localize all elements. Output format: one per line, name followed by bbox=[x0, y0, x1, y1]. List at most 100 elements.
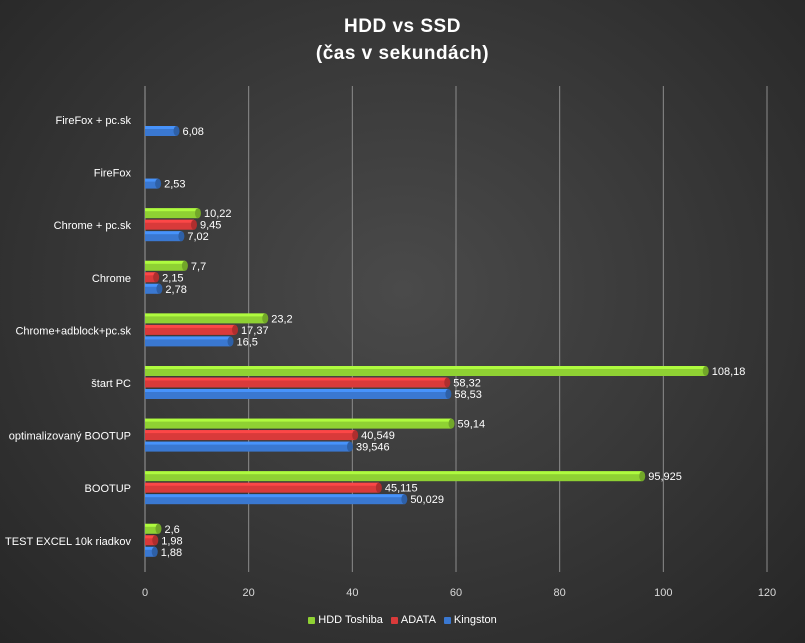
bar bbox=[145, 324, 236, 335]
bar-cap bbox=[151, 546, 158, 557]
bar bbox=[145, 535, 156, 546]
legend-label: ADATA bbox=[400, 614, 436, 626]
bar bbox=[145, 178, 159, 189]
bar-highlight bbox=[145, 535, 156, 539]
category-label: TEST EXCEL 10k riadkov bbox=[5, 536, 131, 548]
bar-highlight bbox=[145, 366, 706, 369]
data-label: 1,88 bbox=[161, 547, 182, 559]
bar bbox=[145, 219, 194, 230]
category-label: optimalizovaný BOOTUP bbox=[9, 431, 131, 443]
bar-highlight bbox=[145, 441, 350, 445]
bar bbox=[145, 260, 185, 271]
bar-highlight bbox=[145, 208, 198, 212]
x-tick-label: 120 bbox=[758, 587, 776, 599]
bar bbox=[145, 418, 452, 429]
bar-cap bbox=[155, 178, 162, 189]
bar-highlight bbox=[145, 546, 155, 550]
category-label: Chrome+adblock+pc.sk bbox=[15, 325, 131, 337]
x-tick-label: 80 bbox=[554, 587, 566, 599]
bar-highlight bbox=[145, 418, 452, 422]
bar-highlight bbox=[145, 260, 185, 264]
data-label: 58,32 bbox=[453, 378, 481, 390]
bar-highlight bbox=[145, 219, 194, 223]
data-label: 39,546 bbox=[356, 442, 390, 454]
x-tick-label: 20 bbox=[243, 587, 255, 599]
bar bbox=[145, 523, 159, 534]
bar-cap bbox=[375, 482, 382, 493]
bar-cap bbox=[152, 535, 159, 546]
bar-cap bbox=[178, 231, 185, 242]
bar-highlight bbox=[145, 336, 231, 340]
bar-highlight bbox=[145, 231, 182, 235]
bar-cap bbox=[227, 336, 234, 347]
category-label: štart PC bbox=[91, 378, 131, 390]
chart-title: HDD vs SSD bbox=[344, 16, 461, 37]
bar bbox=[145, 377, 448, 388]
x-tick-label: 60 bbox=[450, 587, 462, 599]
bar bbox=[145, 471, 643, 482]
bar bbox=[145, 126, 177, 136]
data-label: 10,22 bbox=[204, 208, 232, 220]
data-label: 50,029 bbox=[410, 494, 444, 506]
bar-highlight bbox=[145, 324, 236, 328]
data-label: 6,08 bbox=[183, 126, 204, 138]
bar-highlight bbox=[145, 523, 159, 527]
legend-item: Kingston bbox=[443, 614, 497, 626]
bar bbox=[145, 272, 157, 283]
bar-cap bbox=[262, 313, 269, 324]
chart-title-block: HDD vs SSD (čas v sekundách) bbox=[0, 13, 805, 67]
bar bbox=[145, 336, 231, 347]
bar-highlight bbox=[145, 377, 448, 381]
bar bbox=[145, 366, 706, 376]
category-label: Chrome + pc.sk bbox=[54, 220, 132, 232]
bar-cap bbox=[445, 389, 452, 399]
bar-highlight bbox=[145, 430, 356, 434]
bar-cap bbox=[155, 523, 162, 534]
data-label: 17,37 bbox=[241, 325, 269, 337]
bar-cap bbox=[190, 219, 197, 230]
data-label: 58,53 bbox=[454, 389, 482, 401]
bar-cap bbox=[232, 324, 239, 335]
bar-cap bbox=[639, 471, 646, 482]
data-label: 2,53 bbox=[164, 179, 185, 191]
legend-swatch bbox=[308, 616, 316, 624]
legend-item: HDD Toshiba bbox=[308, 614, 383, 626]
bar-cap bbox=[401, 494, 408, 505]
bar-highlight bbox=[145, 471, 643, 475]
bar-highlight bbox=[145, 482, 379, 486]
bar bbox=[145, 231, 182, 242]
bar-cap bbox=[156, 283, 163, 294]
category-label: Chrome bbox=[92, 273, 131, 285]
x-tick-label: 0 bbox=[142, 587, 148, 599]
labels: 0 20 40 60 80 100 120 FireFox + pc.sk 6,08 FireFo… bbox=[5, 115, 776, 599]
bar bbox=[145, 494, 405, 505]
bar-highlight bbox=[145, 178, 159, 182]
bar-cap bbox=[448, 418, 455, 429]
data-label: 23,2 bbox=[271, 313, 292, 325]
category-label: FireFox bbox=[94, 168, 132, 180]
data-label: 59,14 bbox=[458, 419, 486, 431]
bar bbox=[145, 283, 160, 294]
data-label: 1,98 bbox=[161, 535, 182, 547]
bar-highlight bbox=[145, 272, 157, 276]
data-label: 108,18 bbox=[712, 366, 746, 378]
chart-subtitle: (čas v sekundách) bbox=[315, 43, 490, 64]
bar bbox=[145, 313, 266, 324]
data-label: 7,02 bbox=[187, 231, 208, 243]
bar-highlight bbox=[145, 389, 449, 392]
bar-highlight bbox=[145, 283, 160, 287]
data-label: 95,925 bbox=[648, 471, 682, 483]
legend-label: Kingston bbox=[453, 614, 497, 626]
bar-cap bbox=[352, 430, 359, 441]
legend: HDD Toshiba ADATA Kingston bbox=[0, 614, 805, 626]
bar-highlight bbox=[145, 313, 266, 317]
bar bbox=[145, 389, 449, 399]
bar bbox=[145, 546, 155, 557]
bars bbox=[145, 126, 709, 557]
bar bbox=[145, 441, 350, 452]
bar bbox=[145, 208, 198, 219]
data-label: 2,6 bbox=[164, 524, 179, 536]
bar-highlight bbox=[145, 126, 177, 129]
